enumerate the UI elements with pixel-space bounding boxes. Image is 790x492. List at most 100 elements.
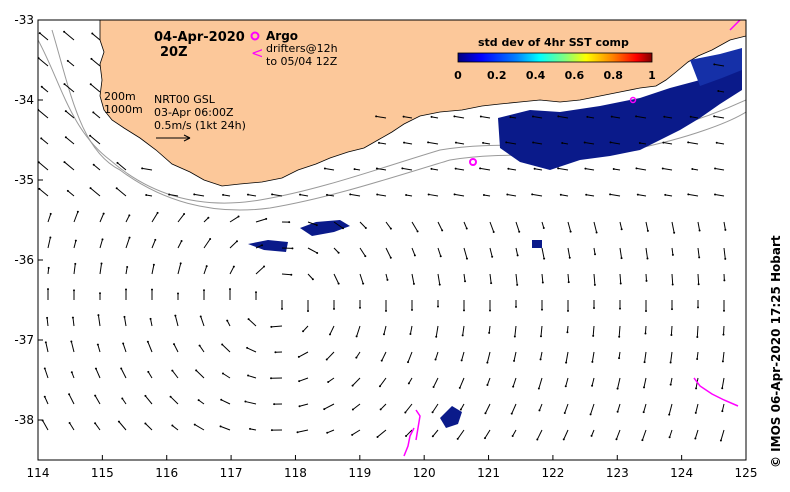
current-vector	[72, 317, 75, 327]
current-vector-head	[694, 437, 697, 440]
current-vector-head	[270, 377, 273, 380]
current-vector	[405, 429, 413, 437]
current-vector-head	[537, 387, 540, 390]
current-vector	[532, 116, 543, 119]
current-vector-head	[247, 374, 250, 377]
current-vector-head	[49, 212, 52, 215]
current-vector	[714, 194, 725, 197]
current-vector-head	[376, 193, 379, 196]
current-vector-head	[380, 359, 383, 362]
current-vector-head	[489, 309, 491, 312]
current-vector-head	[179, 262, 182, 265]
current-vector	[721, 377, 725, 389]
current-vector-head	[47, 288, 49, 291]
current-vector	[99, 213, 105, 223]
current-vector	[617, 377, 621, 389]
sst-patch-main	[498, 62, 742, 170]
current-vector-head	[298, 405, 301, 408]
current-vector	[47, 237, 51, 249]
current-vector-head	[222, 193, 225, 196]
current-vector-head	[464, 280, 467, 283]
current-vector-head	[715, 141, 718, 144]
current-vector	[694, 429, 699, 439]
current-vector-head	[407, 382, 410, 385]
current-vector	[538, 377, 543, 389]
current-vector-head	[697, 306, 699, 309]
plot-frame	[37, 19, 747, 461]
current-vector-head	[38, 32, 41, 35]
current-vector-head	[403, 141, 406, 144]
current-vector-head	[561, 142, 564, 145]
current-vector-head	[439, 255, 442, 258]
current-vector	[454, 115, 465, 119]
current-vector-head	[694, 411, 697, 414]
current-vector-head	[273, 403, 276, 406]
current-vector	[221, 399, 231, 405]
current-vector	[68, 394, 75, 405]
current-vector	[203, 266, 208, 275]
argo-float-marker	[469, 158, 477, 166]
current-vector	[590, 403, 595, 415]
current-vector	[45, 342, 49, 353]
current-vector-head	[97, 314, 100, 317]
current-vector	[47, 267, 50, 275]
current-vector-head	[141, 167, 144, 170]
current-vector-head	[483, 437, 486, 440]
current-vector	[307, 273, 314, 280]
current-vector-head	[591, 384, 594, 387]
current-vector	[229, 266, 235, 275]
current-vector-head	[226, 319, 229, 322]
current-vector-head	[490, 282, 493, 285]
current-vector-head	[351, 433, 354, 436]
current-vector	[437, 247, 442, 257]
current-vector-head	[328, 333, 331, 336]
current-vector-head	[491, 255, 494, 258]
current-vector	[515, 273, 518, 285]
current-vector-head	[270, 325, 273, 328]
current-vector	[39, 188, 49, 197]
current-vector	[541, 273, 544, 283]
current-vector	[169, 194, 179, 197]
current-vector-head	[586, 115, 589, 118]
current-vector	[125, 215, 130, 223]
current-vector-head	[434, 358, 437, 361]
current-vector-head	[38, 187, 41, 190]
current-vector-head	[193, 193, 196, 196]
current-vector-head	[128, 214, 131, 217]
current-vector-head	[668, 436, 671, 439]
current-vector-head	[297, 355, 300, 358]
current-vector	[722, 351, 725, 362]
current-vector	[199, 345, 205, 353]
current-vector-head	[288, 221, 291, 224]
current-vector	[483, 142, 491, 145]
current-vector	[172, 425, 179, 431]
lon-tick-label: 114	[27, 466, 50, 480]
current-vector	[696, 351, 699, 360]
current-vector-head	[316, 251, 319, 254]
current-vector	[437, 221, 443, 231]
current-vector-head	[364, 255, 367, 258]
current-vector	[644, 351, 647, 363]
current-vector	[619, 221, 623, 230]
current-vector-head	[486, 383, 489, 386]
current-vector-head	[121, 397, 124, 400]
drifter-track-northeast	[729, 20, 741, 31]
current-vector	[610, 193, 621, 197]
current-vector	[716, 142, 725, 145]
current-vector	[696, 325, 699, 338]
current-vector	[688, 193, 699, 197]
lon-tick-label: 116	[155, 466, 178, 480]
current-vector	[619, 247, 623, 259]
current-vector	[565, 377, 569, 387]
current-vector-head	[723, 309, 725, 312]
current-vector-head	[183, 213, 186, 216]
current-vector-head	[402, 115, 405, 118]
current-vector	[220, 425, 231, 431]
current-vector-head	[247, 318, 250, 321]
colorbar-tick-label: 0.6	[565, 69, 585, 82]
current-vector	[299, 194, 309, 197]
current-vector-head	[619, 307, 621, 310]
current-vector	[459, 377, 465, 389]
current-vector-head	[590, 434, 593, 437]
current-vector	[637, 194, 647, 197]
